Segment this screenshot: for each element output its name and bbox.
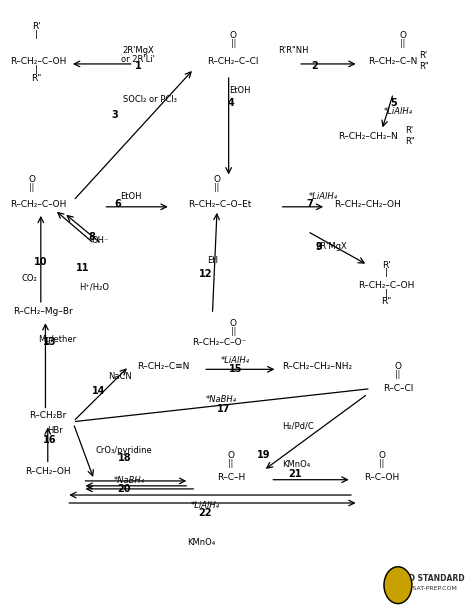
Text: R–CH₂–C–OH: R–CH₂–C–OH <box>10 200 67 209</box>
Text: 2: 2 <box>311 61 318 71</box>
Text: R–CH₂–CH₂–N: R–CH₂–CH₂–N <box>338 132 398 141</box>
Text: or 2R'Li': or 2R'Li' <box>121 55 155 64</box>
Text: R–CH₂–C–OH: R–CH₂–C–OH <box>358 282 415 290</box>
Text: *NaBH₄: *NaBH₄ <box>113 476 145 485</box>
Text: O: O <box>230 320 237 328</box>
Text: CrO₃/pyridine: CrO₃/pyridine <box>96 446 153 455</box>
Text: O: O <box>228 452 235 460</box>
Text: R–C–Cl: R–C–Cl <box>383 384 413 393</box>
Text: 14: 14 <box>92 386 106 396</box>
Text: CO₂: CO₂ <box>21 274 37 283</box>
Text: 22: 22 <box>199 508 212 519</box>
Text: R–C–H: R–C–H <box>217 472 245 482</box>
Text: ||: || <box>231 327 236 336</box>
Text: 10: 10 <box>34 257 47 267</box>
Text: 2R'MgX: 2R'MgX <box>316 242 347 251</box>
Text: EtOH: EtOH <box>229 86 251 95</box>
Text: ||: || <box>29 183 34 192</box>
Circle shape <box>384 567 412 604</box>
Text: 21: 21 <box>288 469 302 479</box>
Text: *LiAlH₄: *LiAlH₄ <box>383 107 412 116</box>
Text: 7: 7 <box>306 199 313 209</box>
Text: EtI: EtI <box>207 256 218 265</box>
Text: 4: 4 <box>228 97 234 108</box>
Text: EtOH: EtOH <box>120 192 142 201</box>
Text: ||: || <box>228 458 234 468</box>
Text: NaCN: NaCN <box>108 372 131 381</box>
Text: 3: 3 <box>112 110 118 120</box>
Text: SOCl₂ or PCl₃: SOCl₂ or PCl₃ <box>123 95 177 104</box>
Text: R–CH₂–OH: R–CH₂–OH <box>25 466 71 476</box>
Text: R': R' <box>32 22 41 31</box>
Text: R'R"NH: R'R"NH <box>278 46 309 55</box>
Text: 11: 11 <box>76 263 89 273</box>
Text: ||: || <box>214 183 219 192</box>
Text: R": R" <box>405 137 415 146</box>
Text: *NaBH₄: *NaBH₄ <box>206 395 237 405</box>
Text: R': R' <box>382 261 391 270</box>
Text: ||: || <box>395 370 401 379</box>
Text: 9: 9 <box>316 241 322 252</box>
Text: R–CH₂–C–O⁻: R–CH₂–C–O⁻ <box>192 338 246 347</box>
Text: H₂/Pd/C: H₂/Pd/C <box>283 421 314 430</box>
Text: O: O <box>378 452 385 460</box>
Text: KMnO₄: KMnO₄ <box>282 460 310 469</box>
Text: R–CH₂–C≡N: R–CH₂–C≡N <box>137 362 190 371</box>
Text: R': R' <box>419 51 427 60</box>
Text: R": R" <box>419 62 428 71</box>
Text: |: | <box>385 289 388 298</box>
Text: 1: 1 <box>135 61 142 71</box>
Text: H⁺/H₂O: H⁺/H₂O <box>79 282 109 291</box>
Text: 15: 15 <box>229 364 242 375</box>
Text: HBr: HBr <box>47 426 63 435</box>
Text: 8: 8 <box>88 232 95 243</box>
Text: *LiAlH₄: *LiAlH₄ <box>308 192 337 201</box>
Text: |: | <box>35 30 37 39</box>
Text: 2R'MgX: 2R'MgX <box>122 46 154 55</box>
Text: 19: 19 <box>257 450 270 460</box>
Text: R–CH₂–C–OH: R–CH₂–C–OH <box>10 57 67 66</box>
Text: ||: || <box>379 458 384 468</box>
Text: R–CH₂–C–O–Et: R–CH₂–C–O–Et <box>188 200 251 209</box>
Text: |: | <box>35 65 37 74</box>
Text: O: O <box>28 176 35 184</box>
Text: R–CH₂–CH₂–OH: R–CH₂–CH₂–OH <box>335 200 401 209</box>
Text: |: | <box>385 269 388 277</box>
Text: R": R" <box>381 297 392 306</box>
Text: GAMSAT-PREP.COM: GAMSAT-PREP.COM <box>399 586 457 591</box>
Text: O: O <box>230 31 237 40</box>
Text: R–C–OH: R–C–OH <box>364 472 399 482</box>
Text: GOLD STANDARD: GOLD STANDARD <box>391 574 465 583</box>
Text: ||: || <box>400 39 405 47</box>
Text: *LiAlH₄: *LiAlH₄ <box>221 355 250 365</box>
Text: 17: 17 <box>217 404 231 414</box>
Text: Mg/ether: Mg/ether <box>38 335 76 344</box>
Text: 20: 20 <box>118 484 131 494</box>
Text: R': R' <box>405 126 413 136</box>
Text: KMnO₄: KMnO₄ <box>187 538 215 547</box>
Text: O: O <box>214 176 220 184</box>
Text: R–CH₂Br: R–CH₂Br <box>29 411 66 420</box>
Text: 6: 6 <box>114 199 121 209</box>
Text: OH⁻: OH⁻ <box>91 236 109 245</box>
Text: R–CH₂–CH₂–NH₂: R–CH₂–CH₂–NH₂ <box>282 362 352 371</box>
Text: R": R" <box>31 74 41 83</box>
Text: *LiAlH₄: *LiAlH₄ <box>191 501 220 510</box>
Text: 12: 12 <box>199 269 212 279</box>
Text: R–CH₂–C–Cl: R–CH₂–C–Cl <box>208 57 259 66</box>
Text: 13: 13 <box>43 337 57 347</box>
Text: 16: 16 <box>43 435 57 445</box>
Text: R–CH₂–Mg–Br: R–CH₂–Mg–Br <box>13 307 73 316</box>
Text: R–CH₂–C–N: R–CH₂–C–N <box>369 57 418 66</box>
Text: O: O <box>399 31 406 40</box>
Text: O: O <box>394 362 401 371</box>
Text: 5: 5 <box>390 97 397 108</box>
Text: ||: || <box>231 39 236 47</box>
Text: 18: 18 <box>118 453 131 463</box>
